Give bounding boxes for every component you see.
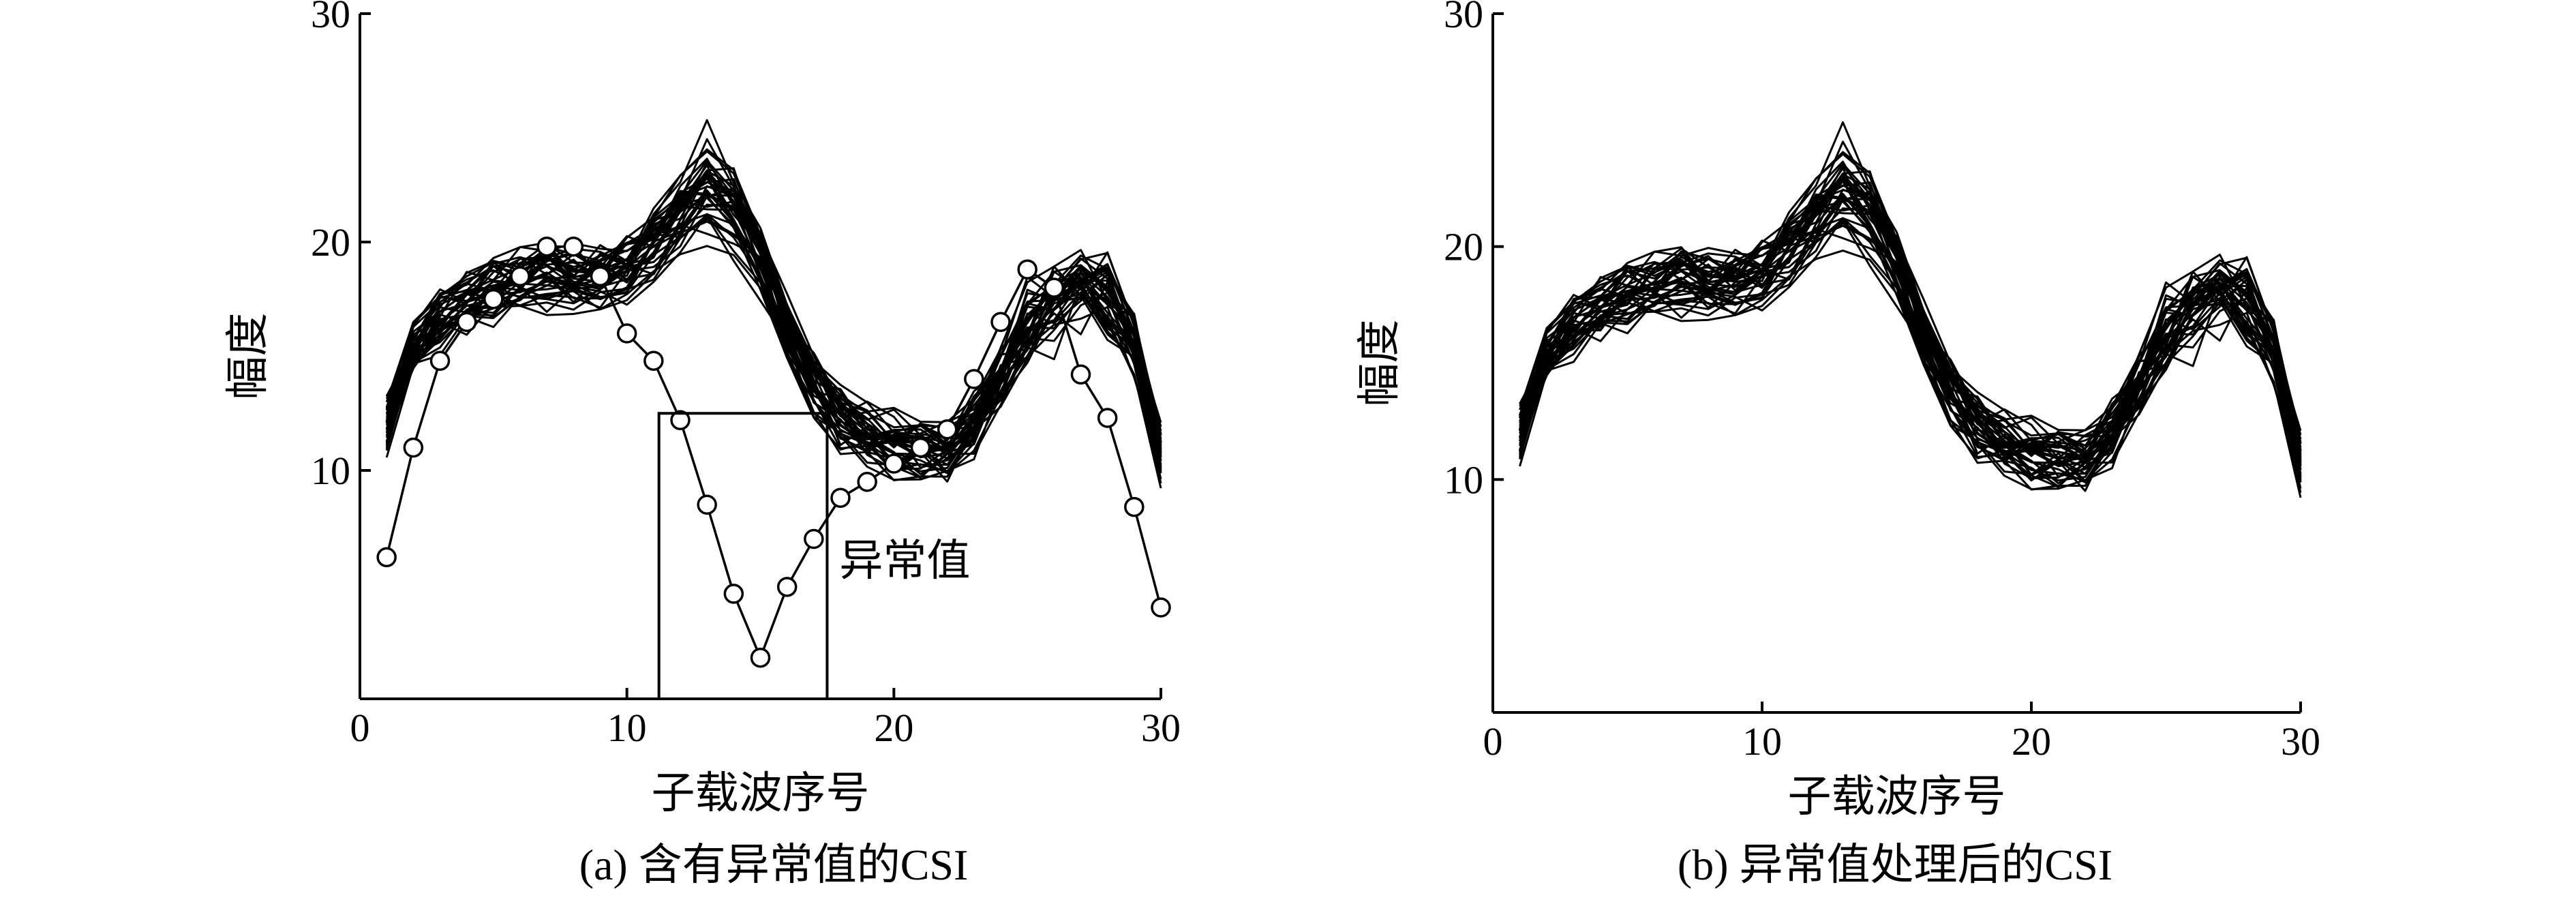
csi-series-line [1519, 162, 2302, 461]
x-tick-label: 10 [1742, 719, 1782, 764]
panel-b: 0 10 20 30 10 20 30 子载波序号 幅度 (b) 异常值处理后的CSI [1355, 0, 2320, 889]
outlier-point [776, 577, 798, 597]
x-tick-label: 30 [2281, 719, 2320, 764]
outlier-point [910, 437, 931, 458]
y-tick-label: 10 [311, 449, 350, 493]
csi-series-line [385, 217, 1162, 489]
outlier-point [750, 647, 771, 668]
outlier-point [857, 472, 877, 492]
outlier-point [483, 289, 504, 310]
y-axis-label: 幅度 [1355, 320, 1404, 407]
panel-caption: (b) 异常值处理后的CSI [1678, 841, 2112, 889]
x-tick-label: 10 [607, 706, 647, 750]
x-axis-label: 子载波序号 [1788, 772, 2006, 821]
outlier-point [883, 453, 905, 474]
csi-series-line [1519, 174, 2302, 465]
csi-series-line [1519, 198, 2302, 483]
outlier-point [376, 547, 397, 568]
outlier-point [616, 323, 637, 344]
csi-series-line [385, 194, 1162, 475]
outlier-point [403, 437, 424, 458]
csi-series-line [385, 190, 1162, 458]
outlier-point [1151, 597, 1171, 618]
outlier-point [1124, 496, 1145, 517]
outlier-point [990, 312, 1011, 332]
outlier-point [804, 528, 824, 550]
outlier-annotation: 异常值 [839, 537, 970, 585]
y-axis-label: 幅度 [224, 313, 272, 400]
outlier-point [1044, 277, 1065, 298]
csi-series-line [1519, 192, 2302, 490]
csi-series-line [1519, 193, 2302, 466]
outlier-point [723, 584, 744, 604]
csi-series-line [385, 189, 1162, 481]
csi-series-line [1519, 250, 2302, 492]
y-tick-label: 10 [1444, 457, 1483, 502]
outlier-point [456, 312, 477, 332]
outlier-point [1097, 408, 1118, 428]
csi-series-line [385, 220, 1162, 468]
outlier-point [964, 369, 984, 389]
x-tick-label: 30 [1141, 706, 1181, 750]
csi-series-line [1519, 220, 2302, 489]
csi-series-line [1519, 222, 2302, 498]
outlier-point [643, 350, 664, 371]
panel-caption: (a) 含有异常值的CSI [579, 841, 969, 889]
csi-series-line [385, 177, 1162, 484]
y-tick-label: 30 [1444, 0, 1483, 36]
csi-series-line [1519, 180, 2302, 493]
csi-series-line [385, 215, 1162, 480]
csi-series-line [385, 224, 1162, 474]
x-tick-label: 0 [1483, 719, 1503, 764]
csi-series-line [385, 245, 1162, 483]
outlier-point [697, 494, 717, 515]
csi-series-line [1519, 224, 2302, 477]
y-tick-label: 20 [311, 220, 350, 265]
csi-series-line [1519, 121, 2302, 447]
csi-series-line [1519, 228, 2302, 483]
outlier-point [830, 487, 851, 508]
outlier-point [1070, 364, 1091, 385]
y-tick-label: 20 [1444, 225, 1483, 269]
outlier-box [657, 412, 829, 700]
x-tick-label: 20 [2012, 719, 2051, 764]
outlier-point [670, 410, 691, 431]
outlier-point [563, 236, 584, 257]
outlier-point [937, 419, 958, 440]
x-tick-label: 20 [874, 706, 913, 750]
outlier-point [536, 236, 557, 257]
outlier-point [429, 350, 451, 371]
outlier-point [590, 266, 611, 286]
y-tick-label: 30 [311, 0, 350, 36]
outlier-point [1017, 259, 1037, 280]
outlier-point [510, 266, 530, 286]
x-tick-label: 0 [350, 706, 370, 750]
x-axis-label: 子载波序号 [652, 769, 870, 817]
